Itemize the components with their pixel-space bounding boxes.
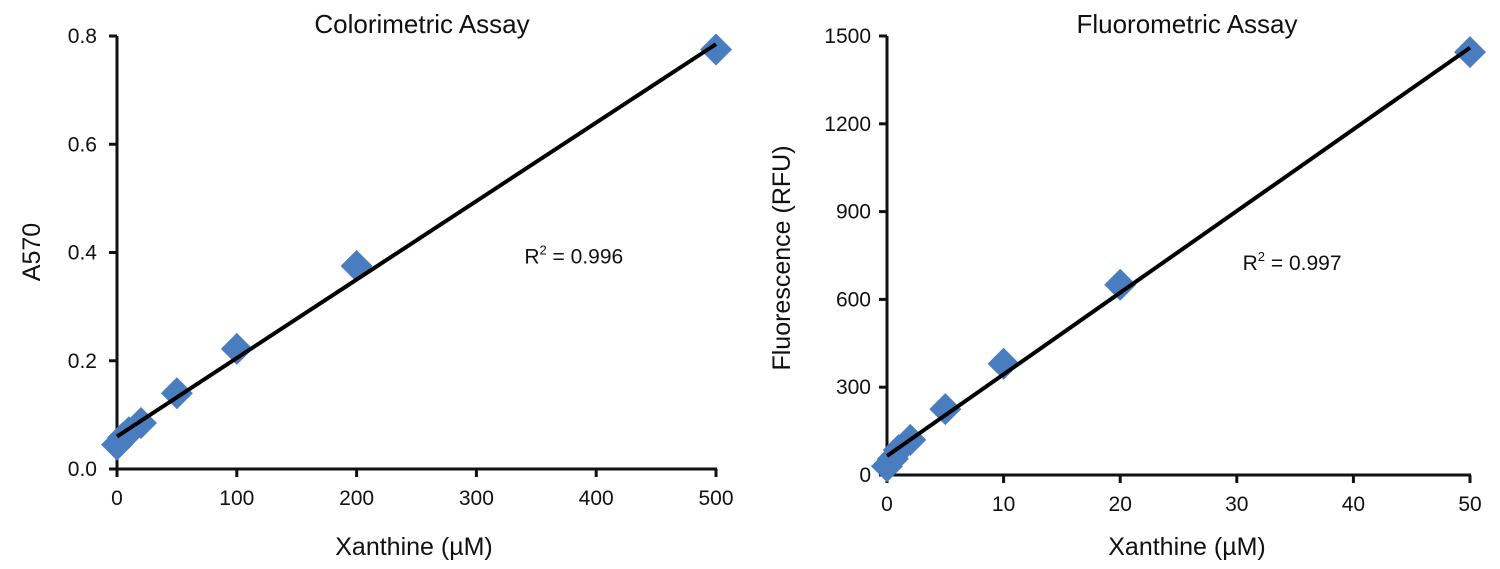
y-tick-label: 0.2 xyxy=(68,350,97,373)
fluorometric-chart: Fluorometric Assay 0 300 600 900 1200 1500 0 10 2… xyxy=(768,9,1486,561)
x-tick-label: 500 xyxy=(698,487,733,510)
y-tick-label: 0.6 xyxy=(68,133,97,156)
x-tick-label: 300 xyxy=(459,487,494,510)
x-axis-label: Xanthine (µM) xyxy=(1108,533,1266,561)
colorimetric-chart: Colorimetric Assay 0.0 0.2 0.4 0.6 0.8 0 100 200… xyxy=(18,9,734,561)
y-tick-label: 0.8 xyxy=(68,25,97,48)
r-squared-label: R2 = 0.996 xyxy=(524,242,623,268)
r-squared-superscript: 2 xyxy=(539,242,546,257)
y-tick-label: 0.0 xyxy=(68,458,97,481)
x-tick-label: 200 xyxy=(339,487,374,510)
y-tick-label: 900 xyxy=(836,201,871,224)
y-tick-label: 1500 xyxy=(824,25,871,48)
data-point xyxy=(1454,36,1486,69)
data-point xyxy=(987,347,1020,380)
r-squared-label: R2 = 0.997 xyxy=(1243,249,1342,275)
x-tick-label: 20 xyxy=(1109,493,1132,516)
x-tick-label: 40 xyxy=(1342,493,1365,516)
x-tick-label: 10 xyxy=(992,493,1015,516)
trend-line xyxy=(115,42,718,439)
y-tick-label: 300 xyxy=(836,376,871,399)
x-tick-label: 0 xyxy=(881,493,893,516)
data-point xyxy=(700,33,732,66)
x-tick-label: 100 xyxy=(219,487,254,510)
data-point xyxy=(1104,268,1137,301)
y-tick-label: 1200 xyxy=(824,113,871,136)
y-tick-label: 0.4 xyxy=(68,242,98,265)
y-axis-label: Fluorescence (RFU) xyxy=(768,145,796,370)
y-axis-label: A570 xyxy=(18,223,46,281)
trend-line xyxy=(885,46,1472,458)
r-squared-value: = 0.996 xyxy=(547,245,623,268)
y-tick-label: 0 xyxy=(859,464,871,487)
chart-title: Fluorometric Assay xyxy=(1076,9,1297,39)
r-squared-base: R xyxy=(524,245,539,268)
x-tick-label: 50 xyxy=(1458,493,1481,516)
data-point xyxy=(929,393,962,426)
x-tick-label: 30 xyxy=(1225,493,1248,516)
x-tick-label: 0 xyxy=(111,487,123,510)
y-tick-label: 600 xyxy=(836,288,871,311)
r-squared-value: = 0.997 xyxy=(1265,252,1341,275)
r-squared-superscript: 2 xyxy=(1258,249,1265,264)
chart-title: Colorimetric Assay xyxy=(314,9,529,39)
data-point xyxy=(220,332,253,365)
x-axis-label: Xanthine (µM) xyxy=(335,533,493,561)
r-squared-base: R xyxy=(1243,252,1258,275)
x-tick-label: 400 xyxy=(579,487,614,510)
